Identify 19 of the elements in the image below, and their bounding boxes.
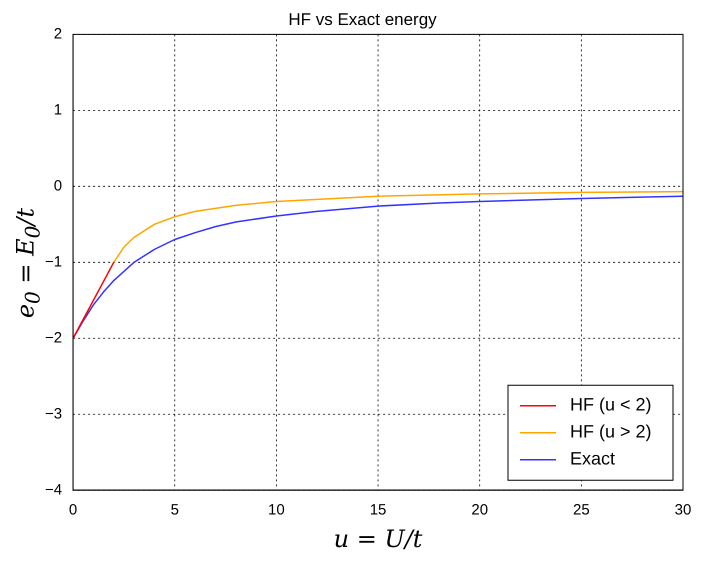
legend-label: Exact [570, 448, 616, 469]
y-tick-label: −1 [44, 253, 62, 270]
x-tick-label: 20 [471, 501, 488, 518]
y-tick-label: −3 [44, 405, 62, 422]
x-axis-title: u = U/t [334, 524, 423, 553]
y-tick-label: 2 [54, 26, 62, 43]
y-tick-label: −4 [44, 481, 62, 498]
legend-label: HF (u < 2) [570, 394, 652, 415]
x-tick-label: 5 [170, 501, 179, 518]
y-tick-label: 1 [54, 102, 62, 119]
x-tick-label: 0 [68, 501, 78, 518]
legend-label: HF (u > 2) [570, 422, 652, 442]
x-tick-label: 25 [573, 501, 590, 518]
x-tick-label: 30 [674, 501, 692, 518]
x-tick-label: 10 [268, 501, 285, 518]
y-tick-label: 0 [54, 177, 62, 194]
y-tick-label: −2 [44, 329, 62, 346]
x-tick-label: 15 [370, 501, 386, 518]
chart-title: HF vs Exact energy [288, 10, 438, 29]
